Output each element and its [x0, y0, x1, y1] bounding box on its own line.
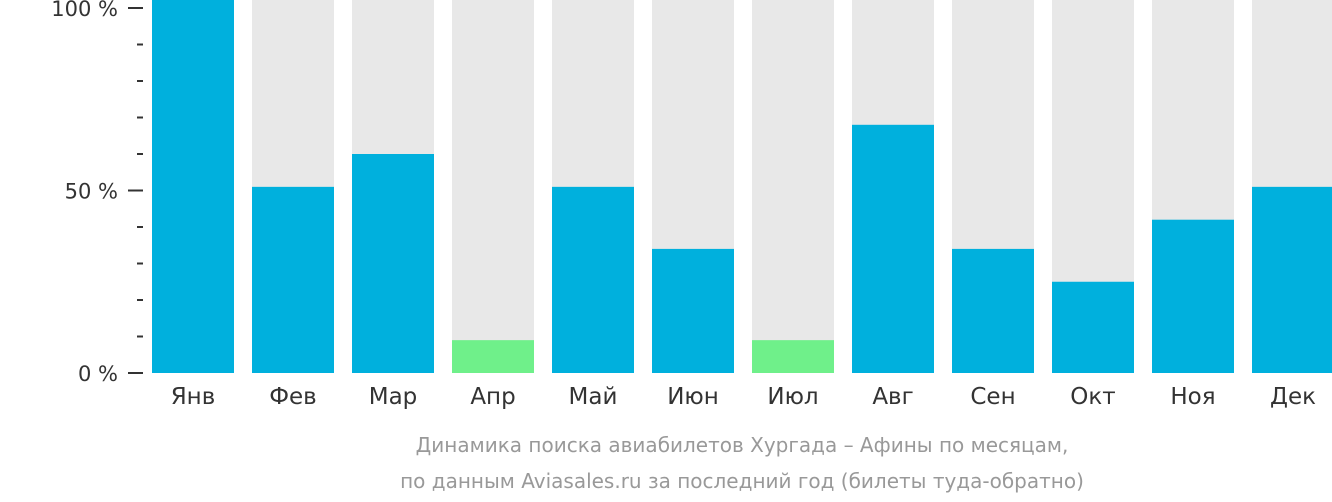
x-axis-labels: Янв Фев Мар Апр Май Июн Июл Авг Сен Окт Ноя Дек	[171, 384, 1316, 410]
bar	[452, 340, 534, 373]
bar	[1152, 219, 1234, 373]
x-tick-label: Май	[569, 384, 618, 410]
bar	[652, 248, 734, 373]
x-tick-label: Окт	[1070, 384, 1115, 410]
x-tick-label: Фев	[269, 384, 317, 410]
caption-line-2: по данным Aviasales.ru за последний год …	[400, 469, 1084, 493]
bar	[252, 186, 334, 373]
x-tick-label: Ноя	[1170, 384, 1215, 410]
x-tick-label: Авг	[872, 384, 913, 410]
caption-line-1: Динамика поиска авиабилетов Хургада – Аф…	[416, 433, 1069, 457]
y-tick-label: 50 %	[65, 180, 118, 204]
x-tick-label: Июн	[667, 384, 719, 410]
y-tick-label: 0 %	[78, 362, 118, 386]
bar	[352, 154, 434, 373]
bars	[152, 0, 1332, 373]
bar	[752, 340, 834, 373]
x-tick-label: Дек	[1270, 384, 1316, 410]
bar-background	[452, 0, 534, 373]
x-tick-label: Янв	[171, 384, 216, 410]
x-tick-label: Мар	[369, 384, 418, 410]
bar	[552, 186, 634, 373]
x-tick-label: Июл	[767, 384, 818, 410]
bar	[952, 248, 1034, 373]
bar	[1052, 281, 1134, 373]
bar-background	[752, 0, 834, 373]
bar	[1252, 186, 1332, 373]
y-axis: 100 % 50 % 0 %	[51, 0, 143, 386]
bar	[152, 0, 234, 373]
bar	[852, 124, 934, 373]
y-tick-label: 100 %	[51, 0, 118, 21]
x-tick-label: Апр	[470, 384, 515, 410]
x-tick-label: Сен	[970, 384, 1015, 410]
